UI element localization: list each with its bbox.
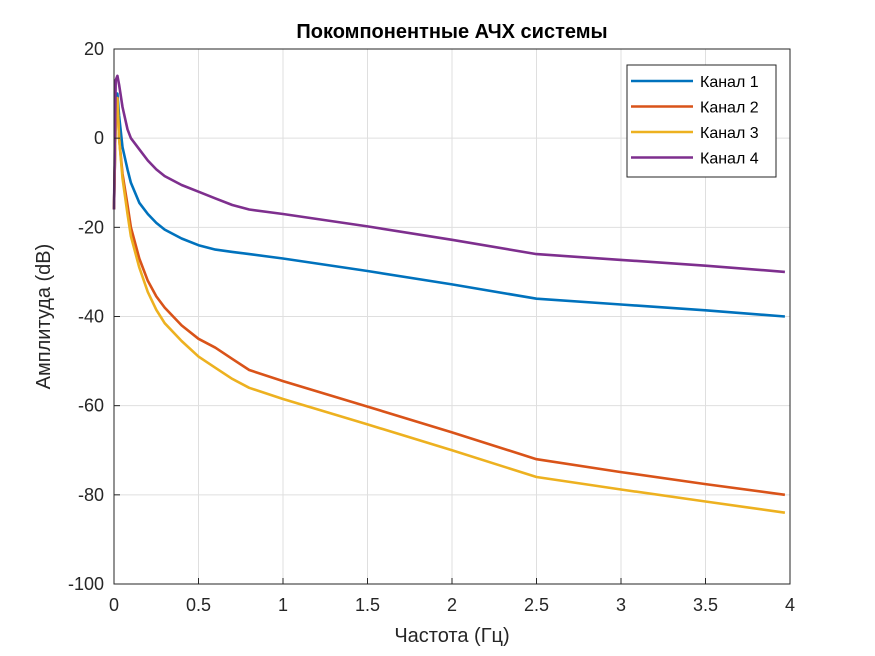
y-tick-label: 0 xyxy=(94,128,104,148)
series-line-3 xyxy=(112,96,786,514)
x-axis-label: Частота (Гц) xyxy=(394,625,509,647)
legend-label: Канал 3 xyxy=(700,125,759,142)
x-tick-label: 1 xyxy=(278,595,288,615)
y-tick-label: -20 xyxy=(78,217,104,237)
series-line-1 xyxy=(112,92,786,318)
y-tick-label: -80 xyxy=(78,485,104,505)
legend-label: Канал 2 xyxy=(700,100,759,117)
x-tick-label: 3.5 xyxy=(693,595,718,615)
y-tick-label: -40 xyxy=(78,307,104,327)
x-tick-label: 2.5 xyxy=(524,595,549,615)
x-tick-label: 4 xyxy=(785,595,795,615)
y-axis-label: Амплитуда (dB) xyxy=(33,244,55,390)
legend-label: Канал 4 xyxy=(700,151,759,168)
chart-title: Покомпонентные АЧХ системы xyxy=(296,21,607,43)
x-tick-label: 1.5 xyxy=(355,595,380,615)
legend-label: Канал 1 xyxy=(700,74,759,91)
legend: Канал 1 Канал 2 Канал 3 Канал 4 xyxy=(626,64,777,178)
x-tick-label: 2 xyxy=(447,595,457,615)
y-tick-label: 20 xyxy=(84,39,104,59)
x-axis-ticks: 0 0.5 1 1.5 2 2.5 3 3.5 4 xyxy=(109,578,795,615)
y-tick-label: -60 xyxy=(78,396,104,416)
x-tick-label: 3 xyxy=(616,595,626,615)
x-tick-label: 0.5 xyxy=(186,595,211,615)
series-line-4 xyxy=(112,74,786,274)
y-tick-label: -100 xyxy=(68,574,104,594)
x-tick-label: 0 xyxy=(109,595,119,615)
y-axis-ticks: -100 -80 -60 -40 -20 0 20 xyxy=(68,39,120,594)
series-layer xyxy=(112,74,786,514)
